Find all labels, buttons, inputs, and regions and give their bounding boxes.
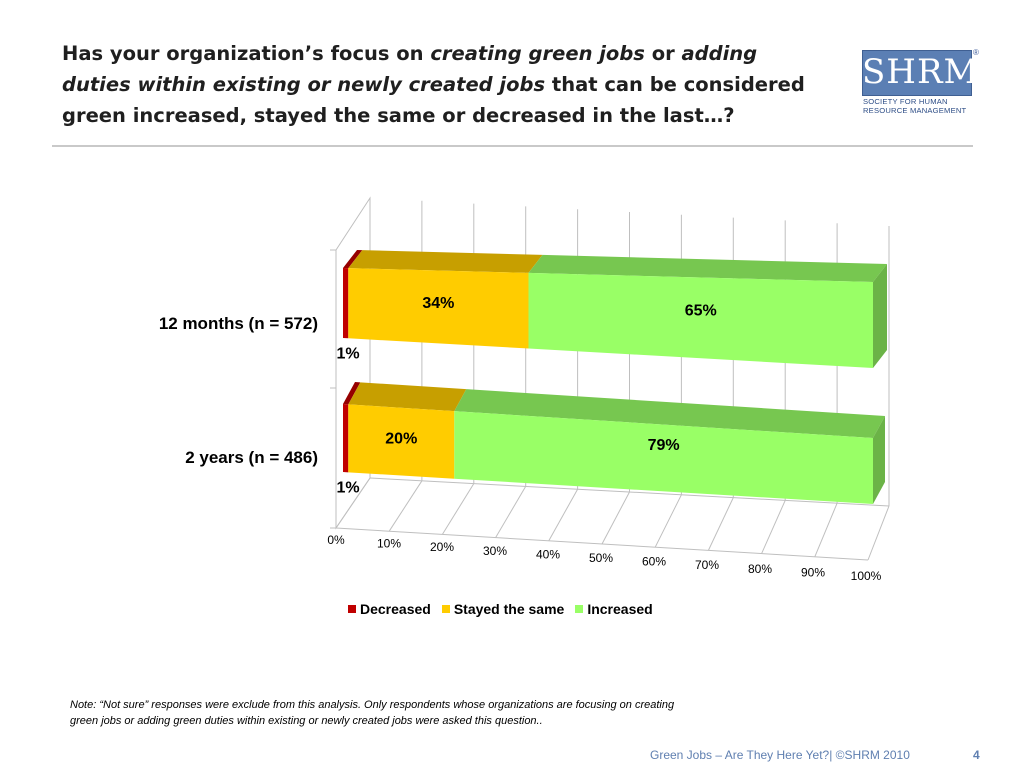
bar-top-face xyxy=(454,389,885,438)
title-divider xyxy=(52,145,973,147)
registered-mark-icon: ® xyxy=(973,48,979,57)
data-label: 34% xyxy=(422,295,454,312)
gridline-floor xyxy=(814,503,838,557)
data-label: 20% xyxy=(385,430,417,447)
title-part: or xyxy=(644,42,682,65)
legend-swatch xyxy=(575,605,584,613)
logo-wordmark: SHRM xyxy=(862,52,980,92)
x-tick-label: 90% xyxy=(801,565,825,579)
bar-segment xyxy=(348,268,529,349)
bar-segment xyxy=(528,272,873,368)
bar-segment xyxy=(343,268,349,339)
title-part: that can be considered green increased, … xyxy=(62,73,805,127)
data-label: 1% xyxy=(336,479,359,496)
bar-end-face xyxy=(873,264,887,368)
category-label: 2 years (n = 486) xyxy=(185,448,318,467)
title-part: creating green jobs xyxy=(430,42,645,65)
gridline-floor xyxy=(867,505,890,561)
title-part: adding duties within existing or newly c… xyxy=(62,42,758,96)
x-tick-label: 80% xyxy=(748,562,772,576)
x-tick-label: 100% xyxy=(851,569,882,583)
bar-segment xyxy=(348,404,455,479)
bar-top-face xyxy=(348,250,543,273)
gridline-floor xyxy=(601,491,630,545)
x-tick-label: 20% xyxy=(430,540,454,554)
gridline-floor xyxy=(495,486,527,538)
gridline-floor xyxy=(335,477,371,529)
legend-item: Increased xyxy=(575,601,653,617)
bar-end-face xyxy=(873,416,885,504)
bar-top-face xyxy=(348,382,467,412)
legend-swatch xyxy=(441,605,450,613)
legend-item: Stayed the same xyxy=(441,601,565,617)
bar-top-face xyxy=(343,250,363,269)
legend-label: Increased xyxy=(587,601,653,617)
gridline-floor xyxy=(548,488,579,542)
legend-item: Decreased xyxy=(348,601,431,617)
x-tick-label: 10% xyxy=(377,537,401,551)
bar-top-face xyxy=(343,382,361,405)
data-label: 65% xyxy=(685,303,717,320)
data-label: 1% xyxy=(336,345,359,362)
x-tick-label: 50% xyxy=(589,551,613,565)
legend-label: Decreased xyxy=(360,601,431,617)
x-tick-label: 60% xyxy=(642,555,666,569)
gridline-floor xyxy=(388,480,423,532)
slide-title: Has your organization’s focus on creatin… xyxy=(62,38,822,131)
gridline-floor xyxy=(761,500,786,554)
x-tick-label: 40% xyxy=(536,547,560,561)
legend-swatch xyxy=(348,605,356,613)
logo-box xyxy=(862,50,972,96)
x-tick-label: 30% xyxy=(483,544,507,558)
floor-front-edge xyxy=(335,527,869,561)
gridline-floor xyxy=(707,497,734,551)
page-number: 4 xyxy=(973,748,980,762)
data-label: 79% xyxy=(648,437,680,454)
bar-segment xyxy=(454,411,873,504)
footer-text: Green Jobs – Are They Here Yet?| ©SHRM 2… xyxy=(650,748,910,762)
category-label: 12 months (n = 572) xyxy=(159,314,318,333)
footnote: Note: “Not sure” responses were exclude … xyxy=(70,699,675,727)
chart-legend: Decreased Stayed the same Increased xyxy=(348,601,664,617)
stacked-bar-chart: 0% 10% 20% 30% 40% 50% 60% 70% 80% 90% 100% 12 mont… xyxy=(159,196,890,583)
shrm-logo: SHRM ® Society for Human Resource Manage… xyxy=(862,48,982,122)
x-tick-label: 0% xyxy=(327,533,345,547)
gridline-floor xyxy=(441,483,475,535)
bar-segment xyxy=(343,404,349,473)
legend-label: Stayed the same xyxy=(453,601,565,617)
title-part: Has your organization’s focus on xyxy=(62,42,431,65)
logo-subtitle: Society for Human Resource Management xyxy=(863,97,967,115)
x-tick-label: 70% xyxy=(695,558,719,572)
floor-back-edge xyxy=(369,477,890,507)
gridline-floor xyxy=(654,494,682,548)
bar-top-face xyxy=(528,254,887,282)
